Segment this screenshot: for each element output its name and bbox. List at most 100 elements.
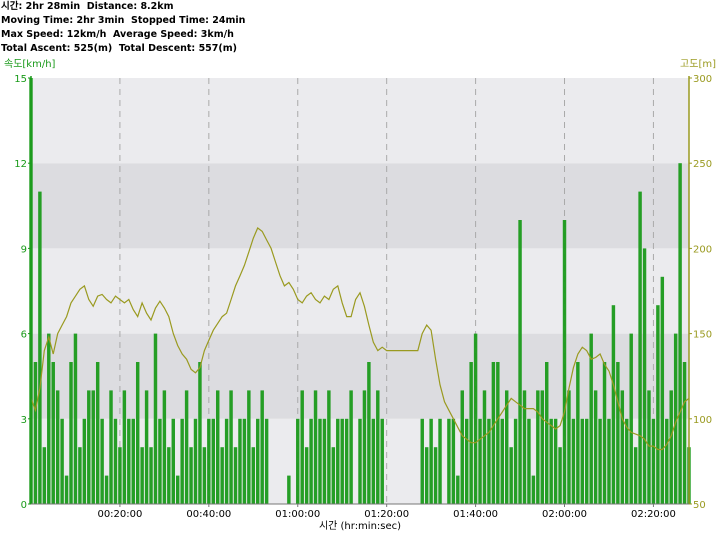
speed-bar (96, 362, 99, 504)
speed-tick-label: 15 (14, 74, 27, 85)
speed-bar (461, 390, 464, 504)
time-tick-label: 02:00:00 (542, 509, 587, 520)
speed-bar (656, 305, 659, 504)
speed-bar (669, 390, 672, 504)
speed-bar (34, 362, 37, 504)
altitude-tick-label: 100 (693, 415, 712, 426)
speed-bar (558, 447, 561, 504)
speed-bar (92, 390, 95, 504)
speed-bar (52, 362, 55, 504)
speed-bar (541, 390, 544, 504)
altitude-axis-title: 고도[m] (680, 59, 716, 70)
altitude-tick-label: 50 (693, 500, 706, 511)
speed-bar (625, 419, 628, 504)
speed-bar (616, 362, 619, 504)
speed-bar (260, 390, 263, 504)
time-tick-label: 01:20:00 (364, 509, 409, 520)
speed-bar (216, 390, 219, 504)
time-tick-label: 00:40:00 (186, 509, 231, 520)
speed-bar (154, 334, 157, 504)
speed-bar (661, 277, 664, 504)
speed-bar (56, 390, 59, 504)
altitude-tick-label: 150 (693, 330, 712, 341)
speed-bar (323, 419, 326, 504)
speed-bar (598, 419, 601, 504)
speed-bar (176, 476, 179, 504)
speed-bar (220, 447, 223, 504)
speed-bar (225, 419, 228, 504)
speed-bar (509, 447, 512, 504)
speed-bar (532, 476, 535, 504)
speed-bar (172, 419, 175, 504)
speed-bar (87, 390, 90, 504)
speed-bar (185, 390, 188, 504)
speed-bar (114, 419, 117, 504)
speed-bar (256, 419, 259, 504)
speed-bar (501, 419, 504, 504)
speed-bar (345, 419, 348, 504)
speed-bar (243, 419, 246, 504)
speed-bar (545, 362, 548, 504)
altitude-tick-label: 250 (693, 159, 712, 170)
speed-bar (572, 419, 575, 504)
time-tick-label: 01:00:00 (275, 509, 320, 520)
speed-bar (585, 419, 588, 504)
speed-bar (563, 220, 566, 504)
time-axis-ticks: 00:20:00 00:40:00 01:00:00 01:20:00 01:40:00… (97, 504, 675, 520)
speed-bar (47, 334, 50, 504)
speed-bar (207, 419, 210, 504)
speed-bar (434, 447, 437, 504)
speed-bar (527, 419, 530, 504)
speed-bar (603, 362, 606, 504)
speed-bar (492, 362, 495, 504)
speed-bar (634, 447, 637, 504)
speed-bar (83, 419, 86, 504)
speed-bar (612, 305, 615, 504)
speed-bar (309, 419, 312, 504)
speed-bar (198, 362, 201, 504)
speed-bar (594, 390, 597, 504)
speed-bar (78, 447, 81, 504)
speed-bar (483, 390, 486, 504)
speed-bar (652, 419, 655, 504)
speed-bar (469, 362, 472, 504)
speed-bar (567, 390, 570, 504)
speed-bar (265, 419, 268, 504)
speed-bar (100, 419, 103, 504)
speed-bar (363, 390, 366, 504)
speed-bar (478, 419, 481, 504)
speed-bar (425, 447, 428, 504)
speed-bar (167, 447, 170, 504)
speed-bar (252, 447, 255, 504)
speed-bar (429, 419, 432, 504)
speed-bar (518, 220, 521, 504)
speed-bar (332, 447, 335, 504)
speed-bar (456, 476, 459, 504)
speed-axis-title: 속도[km/h] (4, 58, 56, 70)
speed-bar (149, 447, 152, 504)
speed-bar (305, 447, 308, 504)
speed-tick-label: 9 (21, 244, 27, 255)
speed-bar (340, 419, 343, 504)
speed-bar (629, 334, 632, 504)
speed-bar (180, 419, 183, 504)
speed-bar (60, 419, 63, 504)
speed-axis-ticks: 0 3 6 9 12 15 (14, 74, 31, 511)
speed-bar (194, 419, 197, 504)
speed-bar (238, 419, 241, 504)
speed-bar (189, 447, 192, 504)
speed-bar (376, 390, 379, 504)
plot-band (31, 248, 689, 333)
speed-tick-label: 6 (21, 330, 27, 341)
speed-bar (212, 419, 215, 504)
speed-bar (474, 334, 477, 504)
time-tick-label: 00:20:00 (97, 509, 142, 520)
speed-bar (549, 419, 552, 504)
plot-band (31, 163, 689, 248)
speed-bar (74, 334, 77, 504)
speed-bar (163, 390, 166, 504)
speed-bar (158, 419, 161, 504)
plot-band (31, 78, 689, 163)
speed-bar (38, 192, 41, 504)
